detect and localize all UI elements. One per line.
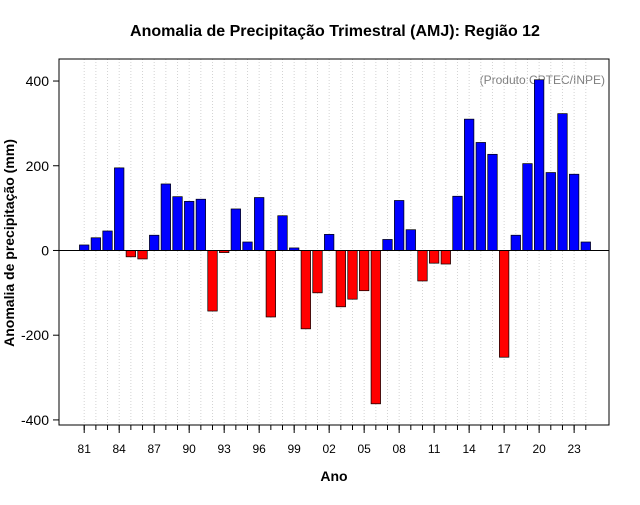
y-axis-label: Anomalia de precipitação (mm) xyxy=(1,139,17,347)
bar xyxy=(569,173,580,251)
bar xyxy=(522,163,533,251)
bar xyxy=(102,230,113,251)
chart-title: Anomalia de Precipitação Trimestral (AMJ… xyxy=(130,23,540,40)
bar xyxy=(300,250,311,330)
bar xyxy=(324,234,335,251)
bar xyxy=(464,118,475,251)
x-axis: 81 84 87 90 93 96 99 02 05 08 11 14 17 20 23 xyxy=(78,425,587,456)
bar xyxy=(510,234,521,251)
bar xyxy=(499,250,510,358)
bar xyxy=(277,215,288,251)
bar xyxy=(429,250,440,264)
x-tick-label: 81 xyxy=(78,442,92,456)
x-tick-label: 08 xyxy=(392,442,406,456)
bar xyxy=(242,241,253,251)
bar xyxy=(265,250,276,318)
bar xyxy=(475,142,486,251)
x-tick-label: 99 xyxy=(287,442,301,456)
bar xyxy=(207,250,218,312)
bar xyxy=(160,183,171,251)
y-tick-label: 200 xyxy=(26,158,50,174)
bar xyxy=(347,250,358,300)
bar xyxy=(405,229,416,251)
bar xyxy=(172,196,183,251)
x-tick-label: 11 xyxy=(428,442,441,456)
y-tick-label: 400 xyxy=(26,73,50,89)
bar xyxy=(557,113,568,251)
bar xyxy=(359,250,370,292)
bar xyxy=(417,250,428,282)
grid-lines xyxy=(83,59,587,425)
bar xyxy=(452,195,463,251)
bar xyxy=(230,208,241,251)
y-tick-label: 0 xyxy=(41,242,49,258)
bar xyxy=(580,241,591,251)
bar xyxy=(335,250,346,308)
bar xyxy=(382,239,393,251)
x-tick-label: 02 xyxy=(322,442,336,456)
x-tick-label: 05 xyxy=(357,442,371,456)
bar xyxy=(184,200,195,251)
bar xyxy=(545,172,556,251)
bars xyxy=(79,79,591,405)
bar xyxy=(125,250,136,258)
x-tick-label: 96 xyxy=(252,442,266,456)
x-tick-label: 14 xyxy=(462,442,476,456)
y-axis: -400 -200 0 200 400 xyxy=(21,73,59,428)
bar xyxy=(90,237,101,251)
bar xyxy=(149,234,160,251)
x-tick-label: 84 xyxy=(113,442,127,456)
bar xyxy=(487,153,498,251)
bar xyxy=(394,200,405,251)
bar xyxy=(370,250,381,405)
bar xyxy=(440,250,451,265)
bar xyxy=(137,250,148,260)
x-tick-label: 90 xyxy=(183,442,197,456)
x-tick-label: 87 xyxy=(148,442,162,456)
x-tick-label: 20 xyxy=(532,442,546,456)
bar xyxy=(79,244,90,251)
y-tick-label: -200 xyxy=(21,327,49,343)
x-tick-label: 23 xyxy=(567,442,581,456)
x-tick-label: 93 xyxy=(218,442,232,456)
x-axis-label: Ano xyxy=(320,468,347,484)
x-tick-label: 17 xyxy=(497,442,511,456)
bar xyxy=(312,250,323,294)
plot-frame xyxy=(58,58,610,426)
bar xyxy=(114,167,125,251)
bar xyxy=(195,198,206,251)
bar xyxy=(254,197,265,251)
bar xyxy=(534,79,545,251)
y-tick-label: -400 xyxy=(21,412,49,428)
